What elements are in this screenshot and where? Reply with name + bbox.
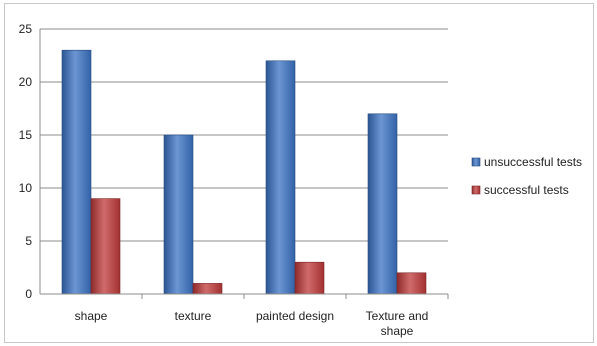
legend-label: successful tests xyxy=(484,183,569,197)
y-tick-label: 20 xyxy=(19,75,33,89)
x-tick-label: shape xyxy=(75,309,108,323)
legend: unsuccessful tests successful tests xyxy=(471,155,582,197)
x-tick-label: texture xyxy=(175,309,212,323)
x-tick-label: painted design xyxy=(256,309,334,323)
bar-unsuccessful-2 xyxy=(265,60,296,295)
y-tick-label: 5 xyxy=(25,234,32,248)
y-tick-label: 15 xyxy=(19,128,33,142)
legend-label: unsuccessful tests xyxy=(484,155,582,169)
bar-successful-0 xyxy=(90,198,121,295)
bars xyxy=(61,49,427,295)
bar-unsuccessful-3 xyxy=(367,113,398,295)
x-tick-label: Texture and shape xyxy=(366,309,429,338)
bar-successful-1 xyxy=(192,283,223,295)
y-tick-label: 10 xyxy=(19,181,33,195)
legend-swatch xyxy=(471,185,481,195)
bar-successful-3 xyxy=(396,272,427,295)
bar-successful-2 xyxy=(294,261,325,295)
bar-unsuccessful-1 xyxy=(163,134,194,295)
y-tick-label: 0 xyxy=(25,287,32,301)
y-tick-label: 25 xyxy=(19,22,33,36)
axes: 0 5 10 15 20 25 shape texture painted design Text… xyxy=(19,22,449,338)
legend-swatch xyxy=(471,157,481,167)
bar-unsuccessful-0 xyxy=(61,49,92,295)
